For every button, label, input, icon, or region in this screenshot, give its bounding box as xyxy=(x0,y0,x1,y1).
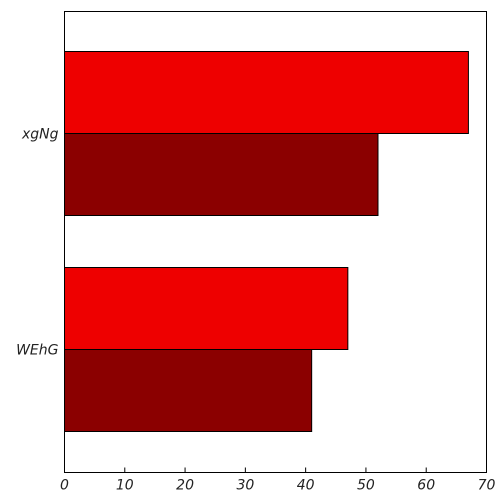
plot-frame xyxy=(64,11,487,473)
y-category-label: WEhG xyxy=(16,343,59,359)
x-tick-label: 50 xyxy=(357,478,375,494)
x-tick-label: 60 xyxy=(417,478,435,494)
y-axis-categories: xgNg WEhG xyxy=(16,127,59,359)
bar-WEhG-series-1 xyxy=(64,267,349,350)
x-tick-label: 40 xyxy=(297,478,315,494)
x-tick-label: 10 xyxy=(116,478,134,494)
x-axis-ticks: 0 10 20 30 40 50 60 70 xyxy=(60,467,496,494)
bar-xgNg-series-2 xyxy=(64,133,379,216)
x-tick-label: 0 xyxy=(60,478,69,494)
bar-xgNg-series-1 xyxy=(64,51,469,134)
x-tick-label: 30 xyxy=(236,478,254,494)
bar-WEhG-series-2 xyxy=(64,349,313,432)
x-tick-label: 70 xyxy=(478,478,496,494)
y-category-label: xgNg xyxy=(21,127,59,143)
x-tick-label: 20 xyxy=(176,478,194,494)
bars-layer xyxy=(64,51,469,432)
